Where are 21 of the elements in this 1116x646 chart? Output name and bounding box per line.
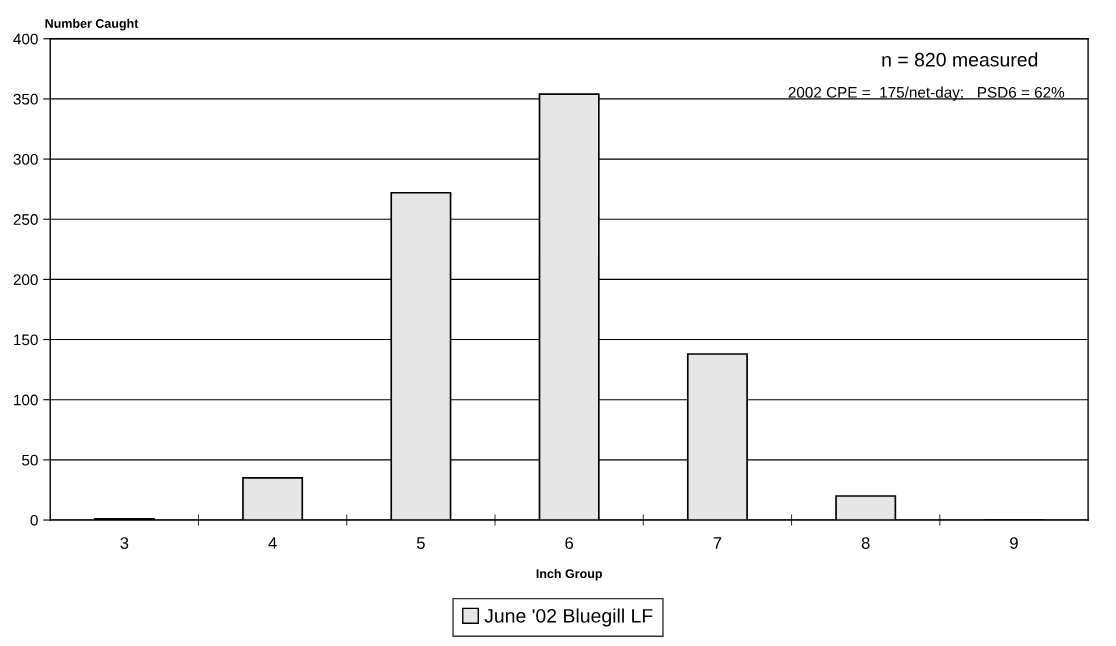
x-tick-label: 7 (713, 537, 722, 549)
y-tick-label: 100 (14, 394, 38, 406)
x-tick-label: 6 (565, 537, 574, 549)
y-tick-label: 50 (22, 454, 38, 466)
x-tick-label: 3 (120, 537, 129, 549)
y-tick-label: 250 (13, 214, 38, 225)
y-tick-label: 350 (13, 93, 38, 105)
annotation: n = 820 measured (882, 52, 1038, 67)
x-tick-label: 5 (416, 537, 425, 549)
annotation: 2002 CPE = 175/net-day; PSD6 = 62% (788, 86, 1065, 101)
x-tick-label: 4 (268, 537, 277, 549)
y-tick-label: 150 (14, 334, 38, 346)
x-tick-label: 9 (1010, 537, 1018, 549)
x-tick-label: 8 (861, 537, 870, 549)
y-tick-label: 300 (13, 153, 38, 165)
y-axis-title: Number Caught (45, 18, 139, 31)
y-tick-label: 200 (13, 274, 38, 286)
legend-label: June '02 Bluegill LF (484, 608, 653, 627)
y-tick-label: 400 (13, 33, 38, 45)
x-axis-title: Inch Group (536, 568, 602, 581)
y-tick-label: 0 (30, 514, 38, 526)
